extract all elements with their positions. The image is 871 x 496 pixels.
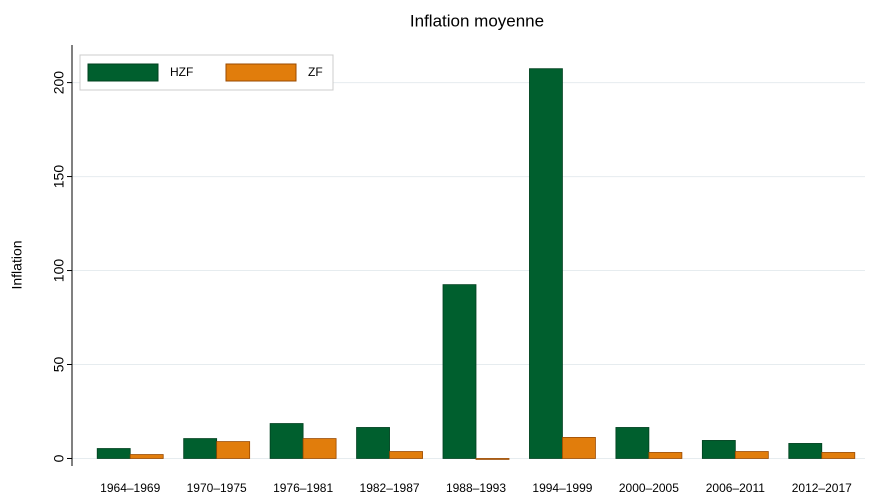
bar bbox=[788, 443, 823, 459]
bar bbox=[302, 438, 337, 459]
x-tick-label: 1988–1993 bbox=[446, 481, 506, 495]
bar bbox=[389, 451, 423, 459]
bar bbox=[216, 441, 251, 459]
legend-swatch bbox=[225, 63, 297, 82]
chart-title: Inflation moyenne bbox=[410, 11, 544, 30]
legend-label: ZF bbox=[308, 65, 323, 79]
y-tick-label: 100 bbox=[51, 259, 67, 283]
y-axis-title: Inflation bbox=[9, 240, 25, 289]
bar bbox=[821, 452, 856, 459]
x-tick-label: 1982–1987 bbox=[360, 481, 420, 495]
x-tick-label: 2000–2005 bbox=[619, 481, 679, 495]
bar bbox=[529, 68, 563, 459]
x-tick-label: 1994–1999 bbox=[532, 481, 592, 495]
bar bbox=[615, 427, 650, 459]
bar bbox=[648, 452, 683, 459]
bar bbox=[96, 448, 131, 459]
bar bbox=[701, 440, 736, 459]
legend-label: HZF bbox=[170, 65, 193, 79]
bar bbox=[269, 423, 304, 459]
y-tick-label: 200 bbox=[51, 71, 67, 95]
bar bbox=[356, 427, 390, 459]
x-tick-label: 1970–1975 bbox=[187, 481, 247, 495]
y-tick-label: 150 bbox=[51, 165, 67, 189]
legend-swatch bbox=[87, 63, 159, 82]
x-tick-label: 1964–1969 bbox=[100, 481, 160, 495]
x-tick-label: 2006–2011 bbox=[706, 481, 766, 495]
bar bbox=[129, 454, 164, 459]
bar bbox=[475, 458, 510, 460]
bar bbox=[562, 437, 596, 459]
bar bbox=[734, 451, 769, 459]
x-tick-label: 2012–2017 bbox=[792, 481, 852, 495]
x-tick-label: 1976–1981 bbox=[273, 481, 333, 495]
y-tick-label: 0 bbox=[51, 454, 67, 462]
y-tick-label: 50 bbox=[51, 357, 67, 373]
bar bbox=[183, 438, 218, 459]
bar bbox=[442, 284, 477, 459]
